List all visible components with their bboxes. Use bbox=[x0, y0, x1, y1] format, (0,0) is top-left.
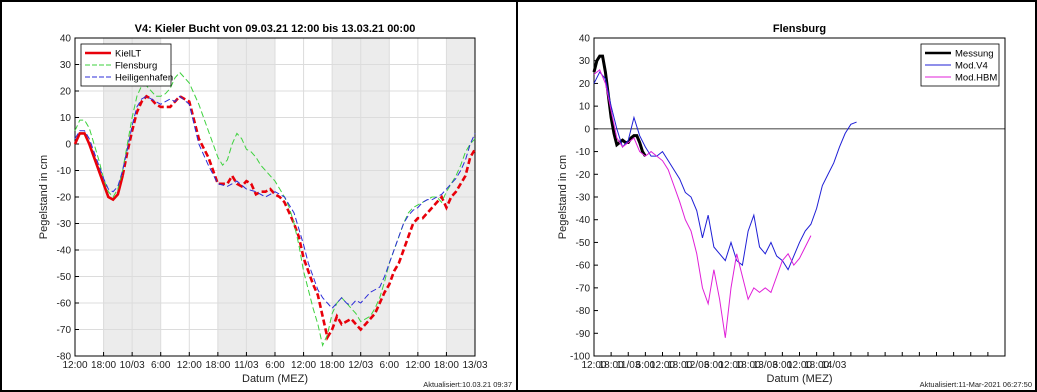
y-tick-label-4: -40 bbox=[57, 246, 72, 257]
x-tick-label-11: 6:00 bbox=[380, 360, 400, 371]
x-tick-label-3: 6:00 bbox=[636, 360, 656, 371]
y-tick-label-11: 10 bbox=[579, 102, 591, 113]
x-tick-label-4: 12:00 bbox=[650, 360, 675, 371]
series-mod-v4 bbox=[593, 71, 857, 271]
legend-label-2: Mod.HBM bbox=[955, 73, 997, 84]
y-tick-label-1: -90 bbox=[576, 329, 591, 340]
y-tick-label-6: -20 bbox=[57, 193, 72, 204]
series-line-observed bbox=[73, 132, 124, 202]
x-axis-label: Datum (MEZ) bbox=[767, 373, 833, 385]
x-tick-label-7: 6:00 bbox=[704, 360, 724, 371]
series-mod-hbm bbox=[593, 68, 812, 338]
y-tick-label-2: -80 bbox=[576, 306, 591, 317]
series-line bbox=[593, 68, 812, 338]
y-tick-label-7: -30 bbox=[576, 193, 591, 204]
y-tick-label-14: 40 bbox=[579, 34, 591, 45]
y-tick-label-0: -100 bbox=[570, 352, 590, 363]
flensburg-chart: -100-90-80-70-60-50-40-30-20-10010203040… bbox=[557, 23, 1032, 389]
x-tick-label-3: 6:00 bbox=[151, 360, 171, 371]
x-tick-label-5: 18:00 bbox=[205, 360, 230, 371]
y-axis-label: Pegelstand in cm bbox=[557, 155, 569, 239]
x-tick-label-1: 18:00 bbox=[91, 360, 116, 371]
y-tick-label-3: -70 bbox=[576, 283, 591, 294]
y-tick-label-11: 30 bbox=[60, 60, 72, 71]
y-tick-label-13: 30 bbox=[579, 56, 591, 67]
left-chart-panel: -80 -70 -60 -50 -40 -30 -20 -10 0 10 20 30 40 12:00 18… bbox=[0, 0, 518, 392]
series-line bbox=[593, 71, 857, 271]
x-tick-label-12: 12:00 bbox=[787, 360, 812, 371]
series-line bbox=[74, 95, 476, 310]
y-tick-label-10: 20 bbox=[60, 87, 72, 98]
update-timestamp: Aktualisiert:11-Mar-2021 06:27:50 bbox=[920, 380, 1032, 389]
x-tick-label-6: 12/03 bbox=[684, 360, 709, 371]
series-line bbox=[592, 54, 647, 157]
x-tick-label-0: 12:00 bbox=[581, 360, 606, 371]
y-tick-label-12: 40 bbox=[60, 34, 72, 45]
x-tick-label-8: 12:00 bbox=[291, 360, 316, 371]
series-line-forecast bbox=[121, 94, 477, 341]
y-tick-label-5: -50 bbox=[576, 238, 591, 249]
chart-title: V4: Kieler Bucht von 09.03.21 12:00 bis … bbox=[135, 23, 416, 35]
legend-label-0: KielLT bbox=[115, 49, 141, 60]
y-tick-label-0: -80 bbox=[57, 352, 72, 363]
y-tick-label-8: -20 bbox=[576, 170, 591, 181]
y-tick-label-8: 0 bbox=[65, 140, 71, 151]
x-tick-label-8: 12:00 bbox=[718, 360, 743, 371]
x-tick-label-9: 18:00 bbox=[320, 360, 345, 371]
y-tick-label-10: 0 bbox=[584, 124, 590, 135]
x-tick-label-0: 12:00 bbox=[62, 360, 87, 371]
x-tick-label-1: 18:00 bbox=[599, 360, 624, 371]
chart-title: Flensburg bbox=[773, 23, 826, 35]
update-timestamp: Aktualisiert:10.03.21 09:37 bbox=[423, 380, 512, 389]
series-kiellt bbox=[73, 94, 477, 341]
y-tick-label-3: -50 bbox=[57, 272, 72, 283]
y-tick-label-1: -70 bbox=[57, 325, 72, 336]
y-axis-label: Pegelstand in cm bbox=[38, 155, 50, 239]
series-heiligenhafen bbox=[74, 95, 476, 310]
x-tick-label-14: 14/03 bbox=[821, 360, 846, 371]
legend-label-1: Flensburg bbox=[115, 61, 157, 72]
x-tick-label-13: 18:00 bbox=[434, 360, 459, 371]
y-tick-label-5: -30 bbox=[57, 219, 72, 230]
right-chart-panel: -100 -90 -80 -70 -60 -50 -40 -30 -20 -10 0 10 20 30 40… bbox=[518, 0, 1037, 392]
y-tick-label-12: 20 bbox=[579, 79, 591, 90]
x-tick-label-7: 6:00 bbox=[265, 360, 285, 371]
x-tick-label-4: 12:00 bbox=[177, 360, 202, 371]
x-tick-label-10: 12/03 bbox=[348, 360, 373, 371]
x-tick-label-6: 11/03 bbox=[234, 360, 259, 371]
x-axis-label: Datum (MEZ) bbox=[242, 373, 308, 385]
y-tick-label-4: -60 bbox=[576, 261, 591, 272]
legend-label-0: Messung bbox=[955, 49, 994, 60]
legend-label-1: Mod.V4 bbox=[955, 61, 988, 72]
x-tick-label-13: 18:00 bbox=[804, 360, 829, 371]
x-tick-label-14: 13/03 bbox=[462, 360, 487, 371]
y-tick-label-2: -60 bbox=[57, 299, 72, 310]
legend-label-2: Heiligenhafen bbox=[115, 73, 173, 84]
x-tick-label-11: 6:00 bbox=[773, 360, 793, 371]
y-tick-label-6: -40 bbox=[576, 215, 591, 226]
x-tick-label-2: 11/03 bbox=[616, 360, 641, 371]
x-tick-label-9: 18:00 bbox=[736, 360, 761, 371]
y-tick-label-9: -10 bbox=[576, 147, 591, 158]
series-messung bbox=[592, 54, 647, 157]
x-tick-label-2: 10/03 bbox=[120, 360, 145, 371]
y-tick-label-9: 10 bbox=[60, 113, 72, 124]
x-tick-label-12: 12:00 bbox=[405, 360, 430, 371]
y-tick-label-7: -10 bbox=[57, 166, 72, 177]
x-tick-label-5: 18:00 bbox=[667, 360, 692, 371]
x-tick-label-10: 13/03 bbox=[753, 360, 778, 371]
